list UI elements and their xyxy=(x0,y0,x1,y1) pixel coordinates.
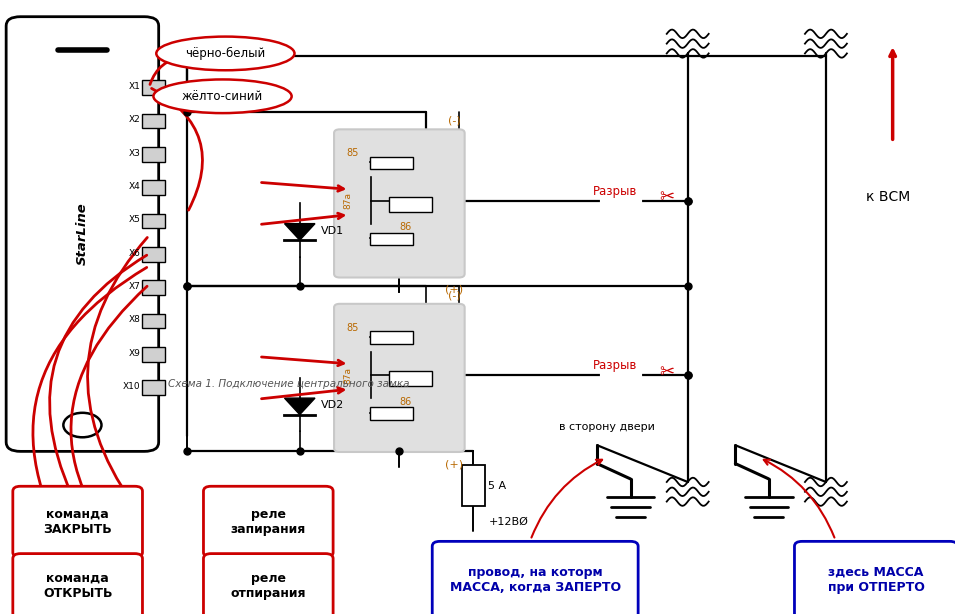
Text: VD1: VD1 xyxy=(320,226,344,236)
FancyBboxPatch shape xyxy=(142,81,165,95)
Text: 85: 85 xyxy=(346,148,358,158)
Text: 5 А: 5 А xyxy=(489,481,507,491)
Text: +12ВØ: +12ВØ xyxy=(489,517,529,527)
FancyBboxPatch shape xyxy=(142,147,165,162)
Text: в сторону двери: в сторону двери xyxy=(559,422,655,432)
Text: Разрыв: Разрыв xyxy=(593,184,637,197)
Polygon shape xyxy=(285,224,315,240)
FancyBboxPatch shape xyxy=(142,114,165,129)
FancyBboxPatch shape xyxy=(462,465,485,507)
Text: (+): (+) xyxy=(445,285,464,295)
FancyBboxPatch shape xyxy=(142,314,165,328)
Text: чёрно-белый: чёрно-белый xyxy=(185,47,266,60)
Ellipse shape xyxy=(153,79,292,113)
FancyBboxPatch shape xyxy=(12,554,142,615)
Text: Разрыв: Разрыв xyxy=(593,359,637,372)
Text: X6: X6 xyxy=(129,248,141,258)
Text: StarLine: StarLine xyxy=(76,203,89,266)
Text: X9: X9 xyxy=(129,349,141,358)
FancyBboxPatch shape xyxy=(794,541,956,615)
Text: реле
запирания: реле запирания xyxy=(230,508,306,536)
Text: к ВСМ: к ВСМ xyxy=(866,190,910,204)
FancyBboxPatch shape xyxy=(389,197,432,212)
Text: VD2: VD2 xyxy=(320,400,344,410)
FancyBboxPatch shape xyxy=(142,213,165,228)
Text: команда
ЗАКРЫТЬ: команда ЗАКРЫТЬ xyxy=(43,508,112,536)
FancyBboxPatch shape xyxy=(204,486,333,557)
Ellipse shape xyxy=(156,36,294,70)
Text: реле
отпирания: реле отпирания xyxy=(230,572,306,600)
Text: 86: 86 xyxy=(399,397,411,407)
FancyBboxPatch shape xyxy=(370,407,413,419)
Polygon shape xyxy=(285,398,315,415)
Text: X8: X8 xyxy=(129,315,141,324)
Text: 86: 86 xyxy=(399,222,411,232)
FancyBboxPatch shape xyxy=(432,541,639,615)
FancyBboxPatch shape xyxy=(142,280,165,295)
FancyBboxPatch shape xyxy=(142,247,165,262)
Text: X7: X7 xyxy=(129,282,141,291)
Text: команда
ОТКРЫТЬ: команда ОТКРЫТЬ xyxy=(43,572,113,600)
FancyBboxPatch shape xyxy=(142,347,165,362)
Text: X3: X3 xyxy=(129,149,141,157)
Text: жёлто-синий: жёлто-синий xyxy=(182,90,263,103)
Text: X4: X4 xyxy=(129,182,141,191)
FancyBboxPatch shape xyxy=(334,129,465,277)
FancyBboxPatch shape xyxy=(389,371,432,386)
Text: X10: X10 xyxy=(123,382,141,391)
FancyBboxPatch shape xyxy=(142,180,165,195)
Text: X1: X1 xyxy=(129,82,141,91)
FancyBboxPatch shape xyxy=(370,331,413,344)
FancyBboxPatch shape xyxy=(334,304,465,452)
Text: X2: X2 xyxy=(129,116,141,124)
Text: 87a: 87a xyxy=(343,367,353,384)
Text: ✂: ✂ xyxy=(659,189,674,207)
FancyBboxPatch shape xyxy=(370,233,413,245)
Text: Схема 1. Подключение центрального замка: Схема 1. Подключение центрального замка xyxy=(168,379,410,389)
Text: X5: X5 xyxy=(129,215,141,224)
Text: (+): (+) xyxy=(445,459,464,469)
Text: 85: 85 xyxy=(346,323,358,333)
Text: 87a: 87a xyxy=(343,192,353,209)
Text: провод, на которм
МАССА, когда ЗАПЕРТО: провод, на которм МАССА, когда ЗАПЕРТО xyxy=(449,566,620,594)
Text: здесь МАССА
при ОТПЕРТО: здесь МАССА при ОТПЕРТО xyxy=(828,566,924,594)
FancyBboxPatch shape xyxy=(6,17,159,451)
FancyBboxPatch shape xyxy=(204,554,333,615)
FancyBboxPatch shape xyxy=(142,380,165,395)
FancyBboxPatch shape xyxy=(370,157,413,169)
Text: (-): (-) xyxy=(447,290,461,300)
Text: ✂: ✂ xyxy=(659,363,674,381)
Text: (-): (-) xyxy=(447,116,461,125)
FancyBboxPatch shape xyxy=(12,486,142,557)
